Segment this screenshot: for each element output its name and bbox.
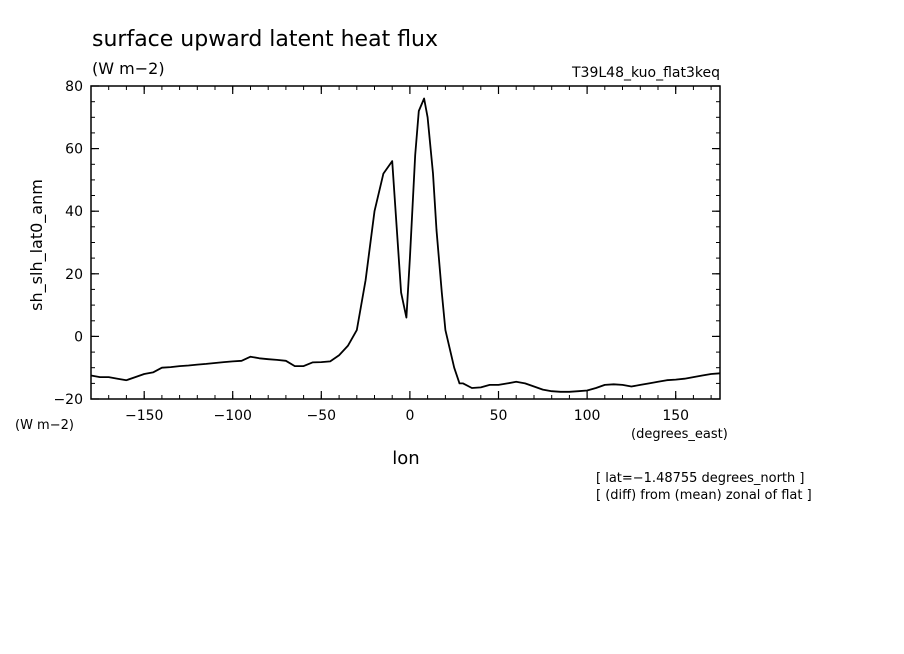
y-tick-label: 60 — [65, 142, 83, 158]
plot-frame — [90, 85, 721, 400]
x-tick-label: 100 — [574, 408, 601, 424]
x-tick-label: 50 — [490, 408, 508, 424]
y-axis-label: sh_slh_lat0_anm — [27, 179, 47, 311]
y-tick-label: 40 — [65, 204, 83, 220]
x-tick-label: −150 — [125, 408, 163, 424]
x-tick-label: −50 — [307, 408, 337, 424]
series-line — [90, 97, 721, 393]
y-axis-units: (W m−2) — [15, 418, 74, 433]
chart-title: surface upward latent heat flux — [92, 27, 438, 52]
dataset-label: T39L48_kuo_flat3keq — [571, 65, 720, 81]
x-axis-units: (degrees_east) — [631, 427, 728, 442]
y-tick-label: 20 — [65, 267, 83, 283]
axis-ticks — [91, 85, 720, 400]
y-tick-label: 80 — [65, 79, 83, 95]
y-tick-label: −20 — [53, 392, 83, 408]
chart-subtitle: (W m−2) — [92, 59, 165, 78]
annotation-difference: [ (diff) from (mean) zonal of flat ] — [596, 488, 812, 503]
x-tick-label: 0 — [405, 408, 414, 424]
y-tick-label: 0 — [74, 329, 83, 345]
annotation-latitude: [ lat=−1.48755 degrees_north ] — [596, 471, 804, 486]
x-tick-label: −100 — [213, 408, 251, 424]
x-axis-label: lon — [392, 448, 419, 469]
tick-labels: −150 −100 −50 0 50 100 150 −20 0 20 40 60 80 — [53, 79, 689, 424]
x-tick-label: 150 — [662, 408, 689, 424]
